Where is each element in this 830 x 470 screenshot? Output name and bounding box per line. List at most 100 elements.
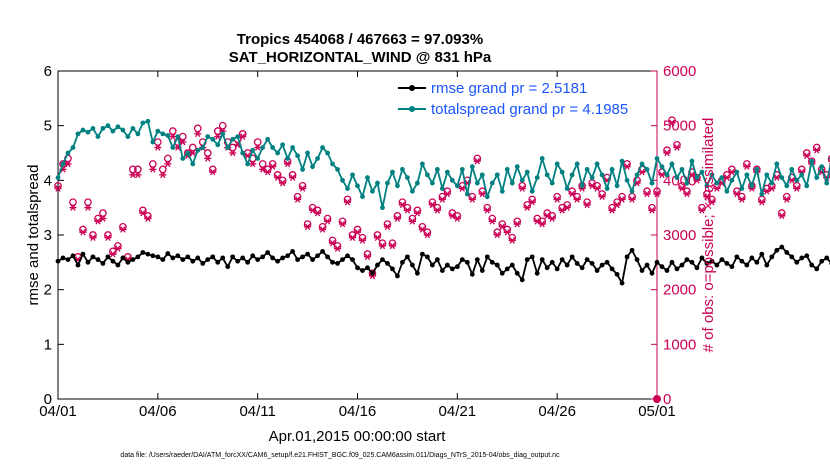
totalspread-point xyxy=(554,161,560,167)
rmse-point xyxy=(699,255,705,261)
totalspread-point xyxy=(175,134,181,140)
rmse-point xyxy=(659,264,665,270)
asterisk-stroke xyxy=(759,198,765,206)
totalspread-point xyxy=(579,183,585,189)
asterisk-stroke xyxy=(70,204,76,211)
obs-assimilated-point xyxy=(618,196,626,203)
y-axis-left-label: rmse and totalspread xyxy=(25,165,42,306)
totalspread-point xyxy=(649,180,655,186)
totalspread-point xyxy=(514,164,520,170)
totalspread-point xyxy=(739,186,745,191)
asterisk-stroke xyxy=(80,228,86,236)
rmse-point xyxy=(784,250,790,255)
totalspread-point xyxy=(489,180,495,186)
asterisk-stroke xyxy=(779,212,785,220)
rmse-point xyxy=(115,262,121,268)
rmse-point xyxy=(669,259,675,265)
rmse-point xyxy=(694,265,700,271)
y-left-tick-label: 6 xyxy=(44,63,52,80)
asterisk-stroke xyxy=(170,133,176,140)
totalspread-point xyxy=(115,124,121,130)
asterisk-stroke xyxy=(60,166,66,173)
obs-possible-endpoint xyxy=(653,395,661,403)
obs-assimilated-point xyxy=(728,168,736,176)
totalspread-point xyxy=(444,169,450,175)
rmse-point xyxy=(714,262,720,268)
obs-assimilated-point xyxy=(373,234,382,242)
rmse-point xyxy=(824,255,830,261)
totalspread-point xyxy=(415,180,420,186)
rmse-point xyxy=(794,259,800,265)
obs-assimilated-point xyxy=(713,185,721,192)
rmse-point xyxy=(654,259,660,265)
rmse-point xyxy=(285,253,291,259)
obs-assimilated-point xyxy=(538,220,546,228)
obs-possible-point xyxy=(129,165,137,174)
rmse-point xyxy=(479,268,485,273)
totalspread-point xyxy=(205,134,211,140)
asterisk-stroke xyxy=(384,223,391,231)
totalspread-point xyxy=(95,134,101,140)
rmse-point xyxy=(719,257,725,262)
rmse-point xyxy=(449,266,455,272)
totalspread-point xyxy=(679,167,685,172)
obs-assimilated-point xyxy=(403,207,412,214)
obs-assimilated-point xyxy=(204,155,212,162)
obs-assimilated-point xyxy=(743,163,751,170)
asterisk-stroke xyxy=(699,207,705,214)
totalspread-point xyxy=(400,167,405,172)
totalspread-point xyxy=(599,172,605,178)
rmse-point xyxy=(664,268,670,273)
legend-totalspread-label: totalspread grand pr = 4.1985 xyxy=(431,101,628,118)
obs-assimilated-point xyxy=(164,160,172,168)
obs-assimilated-point xyxy=(648,207,656,214)
rmse-point xyxy=(689,259,695,265)
totalspread-point xyxy=(300,167,305,172)
asterisk-stroke xyxy=(314,209,321,217)
totalspread-point xyxy=(694,175,700,181)
obs-assimilated-point xyxy=(69,204,77,211)
y-right-tick-label: 0 xyxy=(663,391,671,408)
asterisk-stroke xyxy=(459,185,466,192)
asterisk-stroke xyxy=(479,190,485,198)
rmse-point xyxy=(355,265,360,271)
totalspread-point xyxy=(484,194,490,200)
asterisk-stroke xyxy=(789,177,795,184)
totalspread-point xyxy=(135,131,141,137)
asterisk-stroke xyxy=(404,207,411,214)
totalspread-point xyxy=(464,191,470,197)
obs-assimilated-point xyxy=(588,182,596,190)
obs-assimilated-point xyxy=(518,185,526,192)
asterisk-stroke xyxy=(489,218,495,225)
rmse-point xyxy=(754,259,760,265)
asterisk-stroke xyxy=(130,171,136,179)
obs-assimilated-point xyxy=(673,144,681,151)
rmse-point xyxy=(410,262,415,268)
y-left-tick-label: 4 xyxy=(44,172,52,189)
obs-assimilated-point xyxy=(548,215,556,222)
rmse-point xyxy=(469,271,475,277)
totalspread-point xyxy=(459,167,465,172)
totalspread-point xyxy=(744,172,750,178)
rmse-point xyxy=(160,257,166,262)
asterisk-stroke xyxy=(389,242,396,250)
totalspread-point xyxy=(215,142,221,148)
asterisk-stroke xyxy=(160,171,166,179)
asterisk-stroke xyxy=(674,144,680,151)
totalspread-point xyxy=(469,164,475,170)
y-left-tick-label: 0 xyxy=(44,391,52,408)
rmse-point xyxy=(544,265,550,271)
totalspread-point xyxy=(270,145,276,150)
obs-assimilated-point xyxy=(323,218,332,225)
totalspread-point xyxy=(210,136,216,142)
obs-assimilated-point xyxy=(303,223,312,231)
totalspread-point xyxy=(474,180,480,186)
x-tick-label: 05/01 xyxy=(638,403,676,420)
totalspread-point xyxy=(544,172,550,178)
obs-assimilated-point xyxy=(104,234,112,242)
totalspread-point xyxy=(494,172,500,178)
obs-assimilated-series xyxy=(54,119,830,280)
rmse-point xyxy=(444,262,450,268)
totalspread-point xyxy=(734,169,740,175)
obs-assimilated-point xyxy=(214,133,222,140)
